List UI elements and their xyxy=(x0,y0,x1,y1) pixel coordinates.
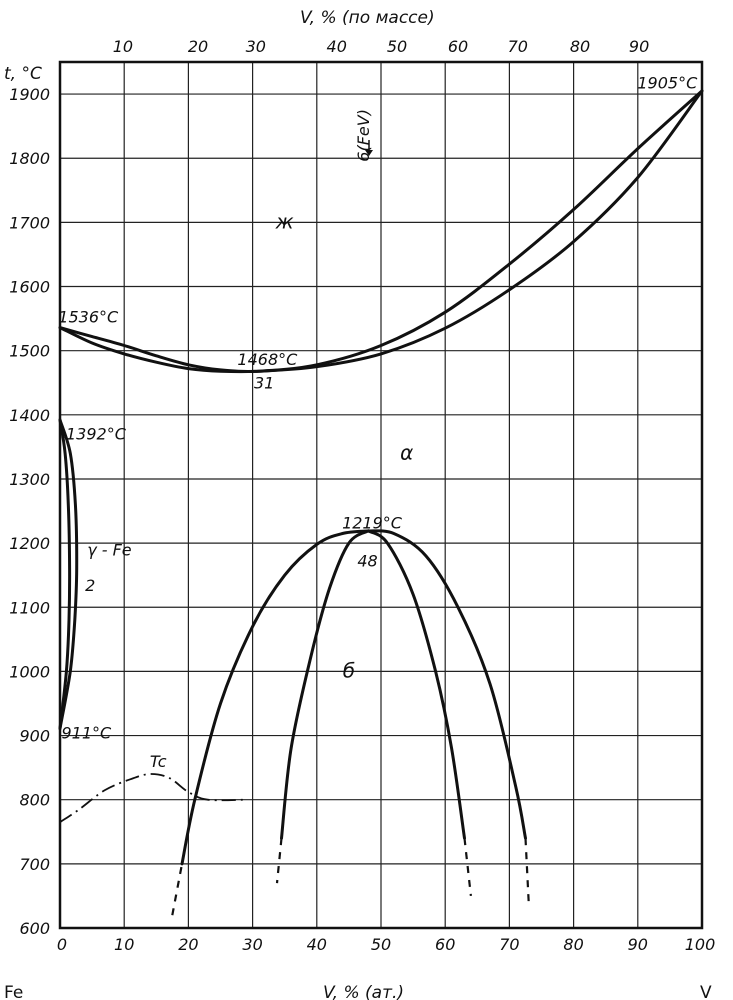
y-tick-label: 900 xyxy=(19,727,50,746)
y-tick-label: 1600 xyxy=(9,278,50,297)
annotation-label: 48 xyxy=(357,551,377,570)
annotation-label: 6(FeV) xyxy=(354,109,373,162)
y-tick-labels: 600 700 800 900 1000 1100 1200 1300 1400 1500 1600… xyxy=(9,85,50,938)
phase-region-label: б xyxy=(343,658,355,682)
y-tick-label: 1800 xyxy=(9,149,50,168)
x-tick-label: 10 xyxy=(114,935,134,954)
phase-boundary-line xyxy=(58,89,704,374)
x-axis-title: V, % (ат.) xyxy=(323,983,404,1000)
y-tick-label: 1100 xyxy=(9,598,50,617)
x-tick-labels: 0 10 20 30 40 50 60 70 80 90 100 xyxy=(57,935,715,954)
right-endpoint-label: V xyxy=(700,983,712,1000)
x-tick-label: 90 xyxy=(628,935,648,954)
y-tick-label: 600 xyxy=(19,919,50,938)
annotation-label: 1905°C xyxy=(637,74,698,93)
sigma-arrow-head xyxy=(365,150,373,156)
phase-boundary-line xyxy=(59,773,247,823)
phase-boundary-line xyxy=(171,863,184,916)
x-tick-label: 100 xyxy=(685,935,716,954)
phase-boundary-line xyxy=(58,89,704,373)
top-tick-label: 80 xyxy=(570,37,590,56)
annotation-label: 2 xyxy=(85,576,95,595)
top-axis-title: V, % (по массе) xyxy=(300,8,435,28)
x-tick-label: 70 xyxy=(499,935,519,954)
annotation-label: Tc xyxy=(150,752,167,771)
x-tick-label: 0 xyxy=(57,935,67,954)
top-tick-label: 20 xyxy=(188,37,208,56)
annotations: 1905°C 6(FeV) ж 1536°C 1468°C 31 1392°C α 1219°C… xyxy=(58,74,698,772)
phase-boundary-line xyxy=(524,838,530,903)
top-tick-label: 40 xyxy=(327,37,347,56)
annotation-label: 1219°C xyxy=(342,514,403,533)
y-tick-label: 1500 xyxy=(9,342,50,361)
y-tick-label: 1400 xyxy=(9,406,50,425)
annotation-label: 1468°C xyxy=(237,350,298,369)
y-axis-title: t, °C xyxy=(4,64,42,84)
annotation-label: 31 xyxy=(254,374,274,393)
x-tick-label: 30 xyxy=(242,935,262,954)
phase-boundary-line xyxy=(280,529,370,840)
grid-lines xyxy=(59,62,703,929)
annotation-label: 1392°C xyxy=(66,424,127,443)
top-tick-labels: 10 20 30 40 50 60 70 80 90 xyxy=(113,37,650,56)
y-tick-label: 1300 xyxy=(9,470,50,489)
phase-boundary-line xyxy=(366,529,527,840)
x-tick-label: 60 xyxy=(435,935,455,954)
x-tick-label: 50 xyxy=(371,935,391,954)
phase-boundary-curves xyxy=(58,89,704,916)
y-tick-label: 1700 xyxy=(9,213,50,232)
x-tick-label: 20 xyxy=(178,935,198,954)
top-tick-label: 60 xyxy=(448,37,468,56)
y-tick-label: 800 xyxy=(19,791,50,810)
plot-frame xyxy=(58,60,704,930)
left-endpoint-label: Fe xyxy=(4,983,23,1000)
arrows xyxy=(365,140,373,156)
phase-region-label: α xyxy=(400,440,413,464)
x-tick-label: 40 xyxy=(307,935,327,954)
annotation-label: 911°C xyxy=(61,723,112,742)
phase-boundary-line xyxy=(275,838,283,884)
phase-region-label: ж xyxy=(275,209,294,233)
y-tick-label: 1200 xyxy=(9,534,50,553)
phase-boundary-line xyxy=(463,838,472,897)
top-tick-label: 30 xyxy=(246,37,266,56)
phase-boundary-line xyxy=(58,418,79,730)
top-tick-label: 70 xyxy=(508,37,528,56)
phase-boundary-line xyxy=(58,418,72,730)
top-tick-label: 90 xyxy=(629,37,649,56)
annotation-label: 1536°C xyxy=(58,308,119,327)
top-tick-label: 50 xyxy=(387,37,407,56)
y-tick-label: 1000 xyxy=(9,662,50,681)
phase-boundary-line xyxy=(180,529,370,866)
y-tick-label: 700 xyxy=(19,855,50,874)
annotation-label: γ - Fe xyxy=(87,541,132,560)
x-tick-label: 80 xyxy=(563,935,583,954)
top-tick-label: 10 xyxy=(113,37,133,56)
y-tick-label: 1900 xyxy=(9,85,50,104)
phase-boundary-line xyxy=(366,529,466,840)
